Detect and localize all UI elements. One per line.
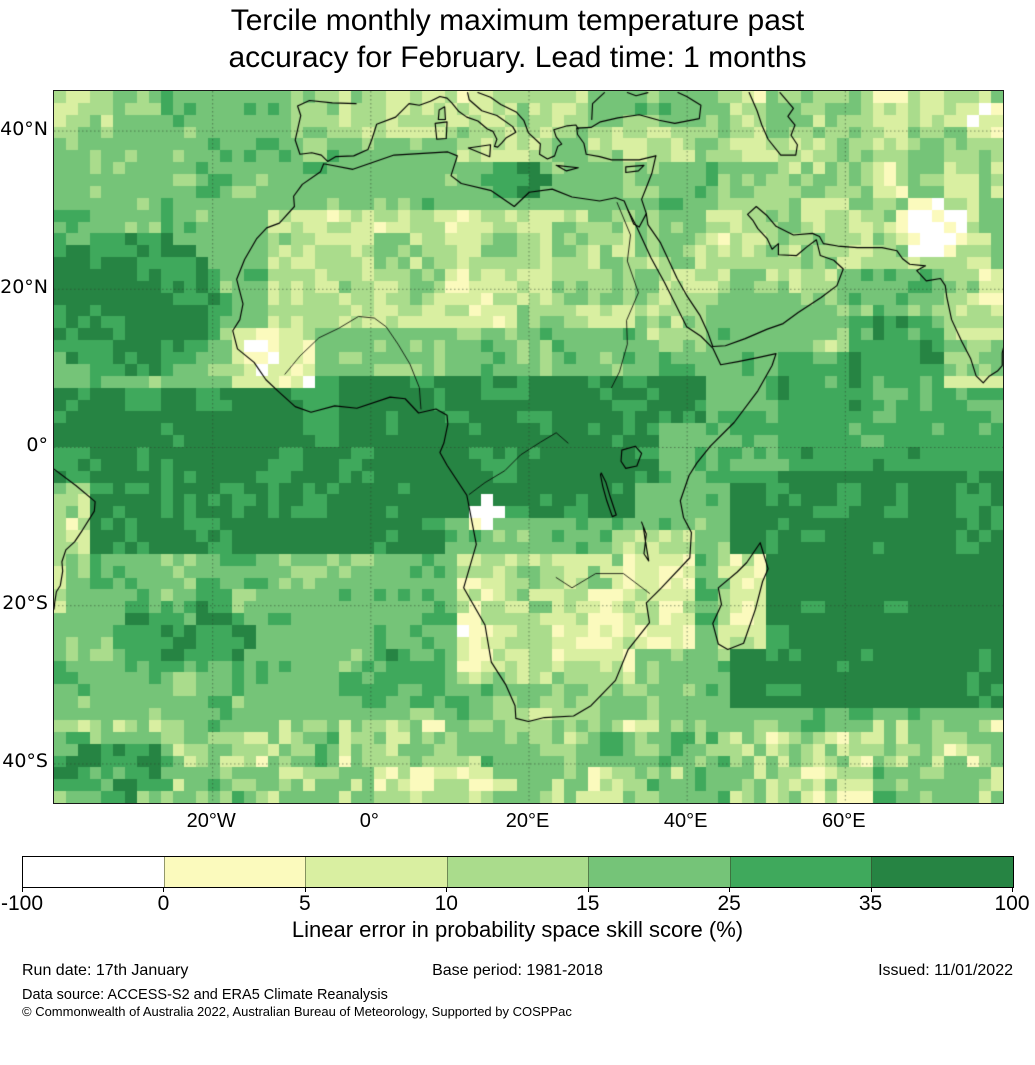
map-plot-area [53, 90, 1004, 804]
colorbar-tick [587, 887, 589, 892]
colorbar-tick [163, 887, 165, 892]
x-tick-label: 60°E [822, 810, 866, 832]
base-period-text: Base period: 1981-2018 [432, 962, 603, 979]
y-tick-label: 20°N [0, 275, 48, 298]
y-tick-label: 0° [26, 434, 48, 456]
colorbar-tick [729, 887, 731, 892]
colorbar-tick [1012, 887, 1013, 892]
colorbar-segment [23, 857, 164, 887]
y-tick-label: 40°N [0, 117, 48, 140]
colorbar-tick [22, 887, 23, 892]
colorbar-tick-label: 0 [157, 892, 170, 915]
colorbar-tick-label: 15 [576, 892, 600, 915]
y-tick-label: 20°S [2, 592, 48, 615]
run-date-text: Run date: 17th January [22, 962, 189, 979]
colorbar-segment [305, 857, 447, 887]
colorbar-segment [871, 857, 1014, 887]
colorbar-tick [870, 887, 872, 892]
colorbar-tick-label: 100 [994, 892, 1030, 915]
title-line-2: accuracy for February. Lead time: 1 mont… [228, 41, 807, 74]
colorbar [22, 856, 1014, 888]
copyright-text: © Commonwealth of Australia 2022, Austra… [22, 1004, 572, 1019]
x-tick-label: 20°W [186, 810, 236, 832]
page-title: Tercile monthly maximum temperature past… [0, 2, 1035, 76]
colorbar-tick-label: 35 [858, 892, 883, 915]
x-tick-label: 0° [359, 810, 379, 832]
data-source-text: Data source: ACCESS-S2 and ERA5 Climate … [22, 987, 388, 1003]
colorbar-label: Linear error in probability space skill … [291, 917, 744, 942]
colorbar-segment [729, 857, 872, 887]
x-tick-label: 40°E [663, 810, 708, 832]
colorbar-tick-label: 25 [717, 892, 741, 915]
colorbar-tick-label: -100 [0, 892, 44, 915]
title-line-1: Tercile monthly maximum temperature past [230, 4, 805, 37]
colorbar-tick [446, 887, 448, 892]
colorbar-tick [304, 887, 306, 892]
colorbar-tick-label: 10 [434, 892, 458, 915]
colorbar-segment [163, 857, 306, 887]
x-tick-label: 20°E [505, 810, 550, 832]
y-tick-label: 40°S [2, 750, 48, 773]
issued-text: Issued: 11/01/2022 [878, 962, 1013, 979]
colorbar-tick-label: 5 [299, 892, 311, 915]
skill-map-canvas [54, 91, 1003, 803]
colorbar-segment [446, 857, 589, 887]
colorbar-segment [588, 857, 730, 887]
